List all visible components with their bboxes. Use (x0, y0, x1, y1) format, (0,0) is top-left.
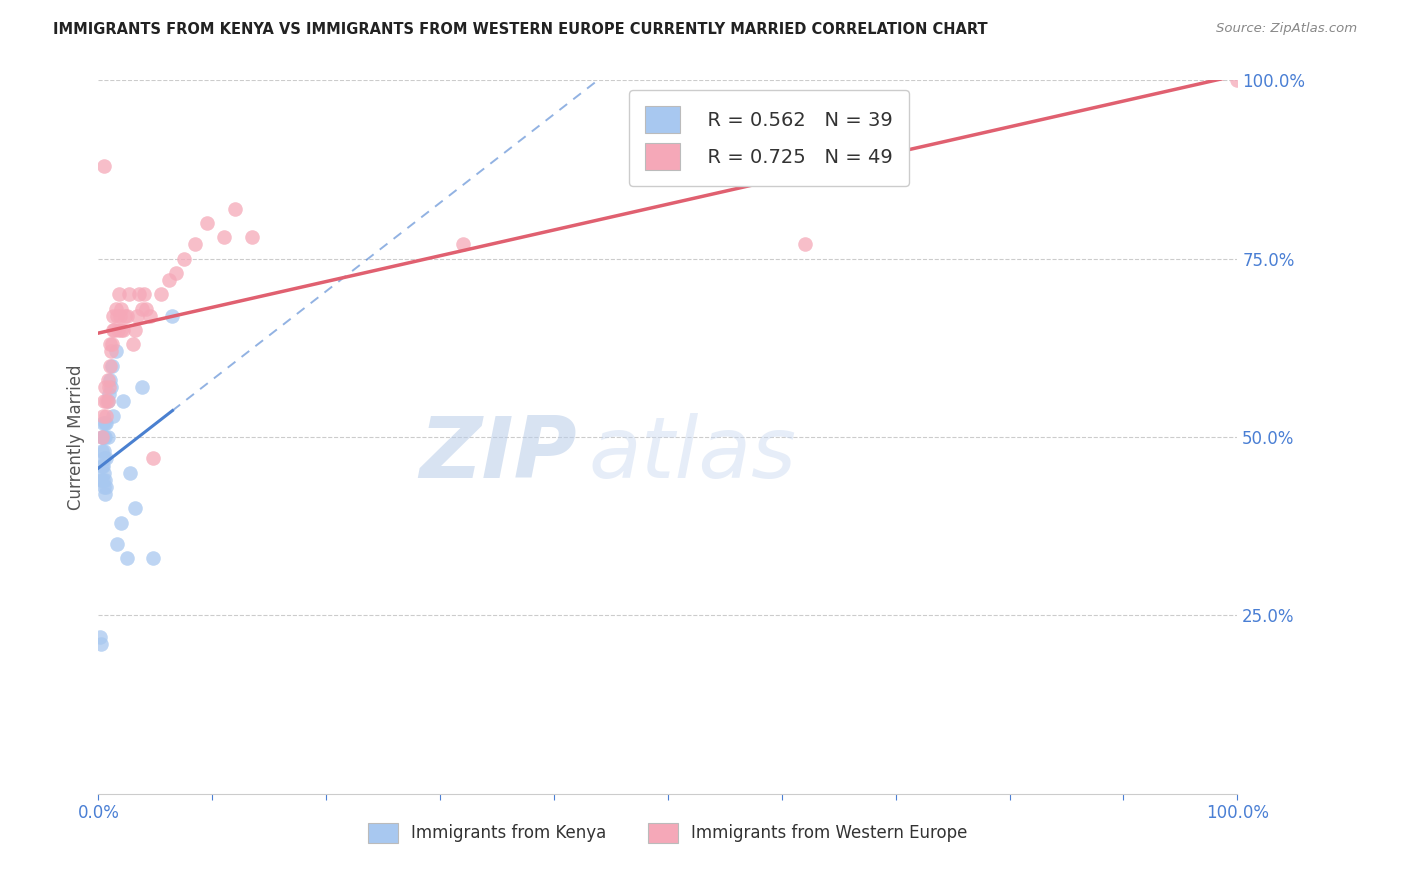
Text: IMMIGRANTS FROM KENYA VS IMMIGRANTS FROM WESTERN EUROPE CURRENTLY MARRIED CORREL: IMMIGRANTS FROM KENYA VS IMMIGRANTS FROM… (53, 22, 988, 37)
Point (120, 466, 142, 480)
Point (110, 323, 132, 337)
Point (103, 323, 125, 337)
Point (103, 323, 125, 337)
Text: Source: ZipAtlas.com: Source: ZipAtlas.com (1216, 22, 1357, 36)
Point (124, 501, 146, 516)
Point (195, 216, 218, 230)
Point (115, 309, 138, 323)
Point (240, 230, 263, 244)
Point (165, 266, 187, 280)
Text: atlas: atlas (588, 413, 796, 497)
Point (105, 309, 128, 323)
Point (793, 237, 815, 252)
Point (96, 409, 118, 423)
Point (93, 466, 115, 480)
Point (162, 309, 184, 323)
Point (93, 159, 115, 173)
Point (94, 416, 117, 430)
Point (96, 416, 118, 430)
Point (121, 337, 143, 351)
Point (124, 323, 146, 337)
Point (91, 416, 114, 430)
Point (135, 301, 157, 316)
Point (96, 451, 118, 466)
Point (127, 309, 149, 323)
Point (90, 458, 112, 473)
Point (118, 287, 141, 301)
Point (150, 287, 173, 301)
Point (173, 252, 195, 266)
Point (93, 451, 115, 466)
Point (98, 373, 121, 387)
Point (212, 230, 235, 244)
Point (100, 380, 122, 394)
Point (93, 480, 115, 494)
Point (105, 537, 128, 551)
Point (93, 430, 115, 444)
Point (97, 380, 120, 394)
Point (112, 323, 135, 337)
Point (94, 473, 117, 487)
Point (128, 287, 150, 301)
Point (93, 444, 115, 458)
Text: ZIP: ZIP (419, 413, 576, 497)
Point (184, 237, 207, 252)
Point (112, 394, 135, 409)
Point (96, 430, 118, 444)
Point (90, 444, 112, 458)
Point (104, 344, 127, 359)
Point (91, 430, 114, 444)
Point (94, 380, 117, 394)
Point (93, 394, 115, 409)
Point (96, 373, 118, 387)
Point (115, 551, 138, 566)
Point (101, 359, 124, 373)
Point (96, 480, 118, 494)
Point (91, 458, 114, 473)
Point (110, 301, 132, 316)
Point (142, 551, 165, 566)
Point (96, 394, 118, 409)
Point (98, 337, 121, 351)
Point (131, 301, 153, 316)
Point (103, 309, 125, 323)
Point (90, 637, 112, 651)
Point (89, 630, 111, 644)
Legend: Immigrants from Kenya, Immigrants from Western Europe: Immigrants from Kenya, Immigrants from W… (361, 816, 974, 850)
Point (108, 309, 131, 323)
Point (96, 394, 118, 409)
Point (132, 287, 155, 301)
Point (451, 237, 474, 252)
Point (100, 344, 122, 359)
Point (90, 430, 112, 444)
Point (107, 323, 129, 337)
Point (1226, 73, 1249, 87)
Point (101, 337, 124, 351)
Point (91, 473, 114, 487)
Point (108, 287, 131, 301)
Point (142, 451, 165, 466)
Point (97, 387, 120, 401)
Point (94, 430, 117, 444)
Point (90, 473, 112, 487)
Point (157, 273, 180, 287)
Point (138, 309, 160, 323)
Point (91, 409, 114, 423)
Point (104, 301, 127, 316)
Point (224, 202, 246, 216)
Y-axis label: Currently Married: Currently Married (66, 364, 84, 510)
Point (114, 309, 136, 323)
Point (94, 487, 117, 501)
Point (131, 380, 153, 394)
Point (103, 409, 125, 423)
Point (98, 359, 121, 373)
Point (90, 430, 112, 444)
Point (110, 516, 132, 530)
Point (96, 394, 118, 409)
